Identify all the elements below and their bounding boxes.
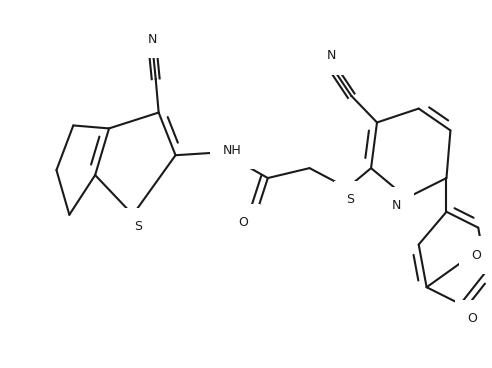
Text: O: O <box>238 216 248 229</box>
Text: NH: NH <box>223 144 242 157</box>
Text: N: N <box>148 33 157 46</box>
Text: O: O <box>467 312 477 325</box>
Text: N: N <box>392 199 401 212</box>
Text: N: N <box>327 49 336 63</box>
Text: S: S <box>134 220 142 233</box>
Text: O: O <box>471 249 481 262</box>
Text: S: S <box>346 193 354 206</box>
